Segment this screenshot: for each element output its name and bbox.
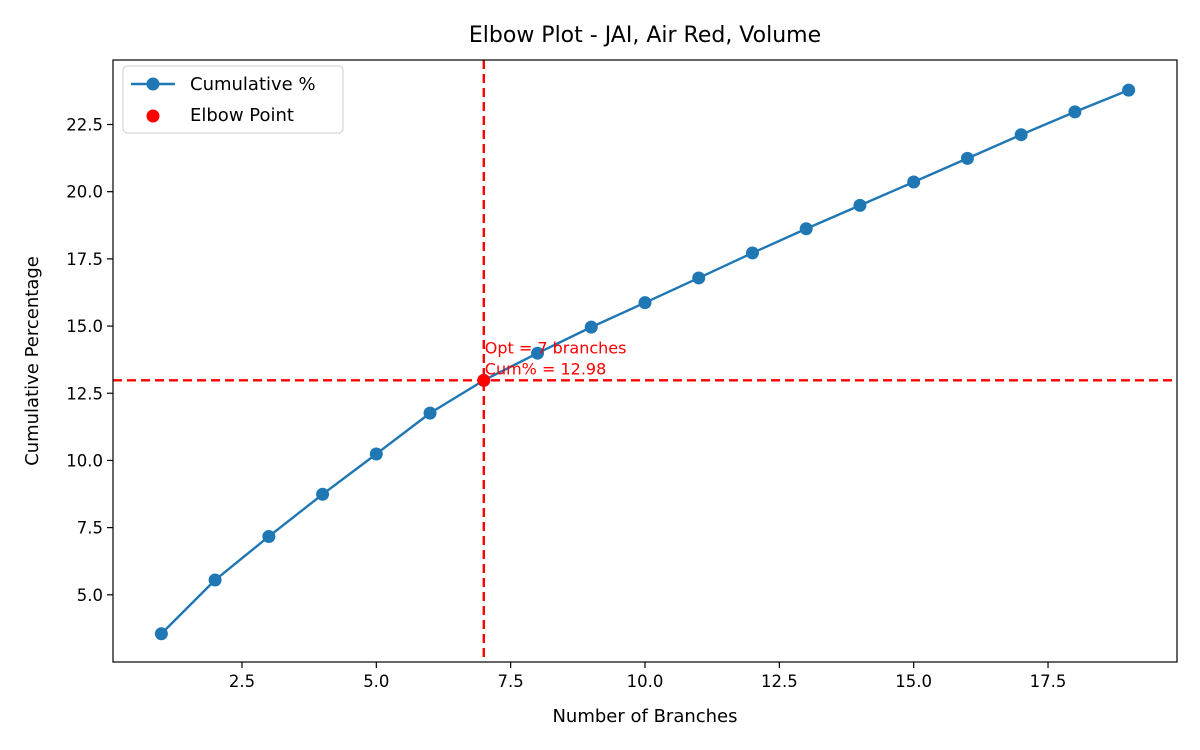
x-tick-label: 2.5 <box>229 672 255 691</box>
data-point <box>1122 83 1136 97</box>
data-point <box>262 529 276 543</box>
y-tick-label: 22.5 <box>66 116 103 135</box>
y-tick-label: 15.0 <box>66 317 103 336</box>
data-point <box>531 346 545 360</box>
data-point <box>853 198 867 212</box>
data-point <box>208 573 222 587</box>
legend-elbow-swatch <box>146 109 160 123</box>
chart-title: Elbow Plot - JAI, Air Red, Volume <box>469 23 821 48</box>
data-point <box>638 296 652 310</box>
reference-lines <box>113 60 1177 662</box>
data-point <box>907 175 921 189</box>
data-point <box>316 487 330 501</box>
x-tick-label: 17.5 <box>1030 672 1067 691</box>
legend-label-cumulative: Cumulative % <box>190 74 316 95</box>
elbow-point-marker <box>477 373 491 387</box>
data-point <box>745 246 759 260</box>
elbow-annotation-line: Cum% = 12.98 <box>485 359 606 378</box>
legend-marker-swatch <box>146 77 160 91</box>
y-axis-ticks: 5.0 7.5 10.0 12.5 15.0 17.5 20.0 22.5 <box>66 116 113 605</box>
series-layer <box>154 83 1136 641</box>
legend-label-elbow: Elbow Point <box>190 105 294 126</box>
y-tick-label: 10.0 <box>66 451 103 470</box>
elbow-annotation-line: Opt = 7 branches <box>485 338 627 357</box>
data-point <box>423 406 437 420</box>
y-tick-label: 12.5 <box>66 384 103 403</box>
x-tick-label: 7.5 <box>498 672 524 691</box>
x-tick-label: 5.0 <box>363 672 389 691</box>
x-tick-label: 10.0 <box>627 672 664 691</box>
data-point <box>584 320 598 334</box>
data-point <box>692 271 706 285</box>
x-tick-label: 12.5 <box>761 672 798 691</box>
x-axis-ticks: 2.5 5.0 7.5 10.0 12.5 15.0 17.5 <box>229 662 1067 691</box>
data-point <box>1068 105 1082 119</box>
y-tick-label: 5.0 <box>77 586 103 605</box>
annotation-layer: Opt = 7 branches Cum% = 12.98 <box>485 338 627 378</box>
y-tick-label: 17.5 <box>66 250 103 269</box>
legend-box <box>122 65 344 134</box>
y-axis-label: Cumulative Percentage <box>22 256 43 466</box>
y-tick-label: 7.5 <box>77 519 103 538</box>
y-tick-label: 20.0 <box>66 183 103 202</box>
data-point <box>799 222 813 236</box>
x-axis-label: Number of Branches <box>552 706 737 727</box>
data-point <box>960 151 974 165</box>
data-point <box>1014 128 1028 142</box>
data-point <box>369 447 383 461</box>
legend: Cumulative % Elbow Point <box>122 65 344 134</box>
x-tick-label: 15.0 <box>895 672 932 691</box>
data-point <box>154 627 168 641</box>
